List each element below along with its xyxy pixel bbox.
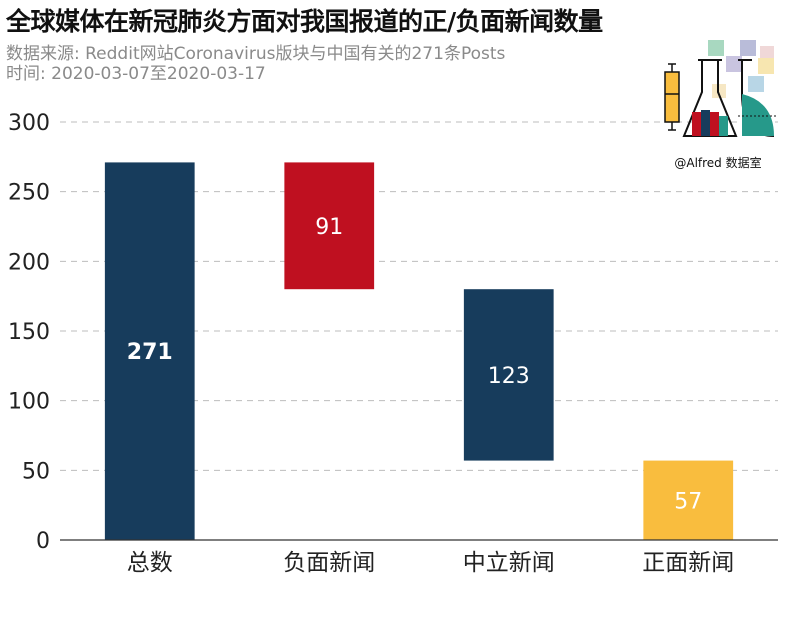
chart-title: 全球媒体在新冠肺炎方面对我国报道的正/负面新闻数量 [6,7,603,36]
y-tick-label: 300 [8,111,50,136]
data-label: 91 [315,215,343,240]
lab-flask-chart-icon [664,40,776,137]
data-label: 123 [488,364,530,389]
bar [463,289,554,461]
data-label: 57 [674,489,702,514]
y-tick-label: 100 [8,390,50,415]
chart-subtitle-time: 时间: 2020-03-07至2020-03-17 [6,64,266,84]
bar [643,460,734,540]
x-tick-label: 负面新闻 [283,550,375,576]
bar [284,162,375,290]
y-tick-label: 200 [8,250,50,275]
data-label: 271 [127,340,173,365]
x-tick-label: 中立新闻 [463,550,555,576]
logo-caption: @Alfred 数据室 [674,156,762,170]
bar [104,162,195,540]
x-tick-label: 总数 [127,550,173,576]
y-tick-label: 50 [22,459,50,484]
y-tick-label: 250 [8,181,50,206]
alfred-logo: @Alfred 数据室 [656,36,780,176]
chart-subtitle-source: 数据来源: Reddit网站Coronavirus版块与中国有关的271条Pos… [6,44,506,64]
y-tick-label: 0 [36,529,50,554]
x-tick-label: 正面新闻 [642,550,734,576]
y-tick-label: 150 [8,320,50,345]
